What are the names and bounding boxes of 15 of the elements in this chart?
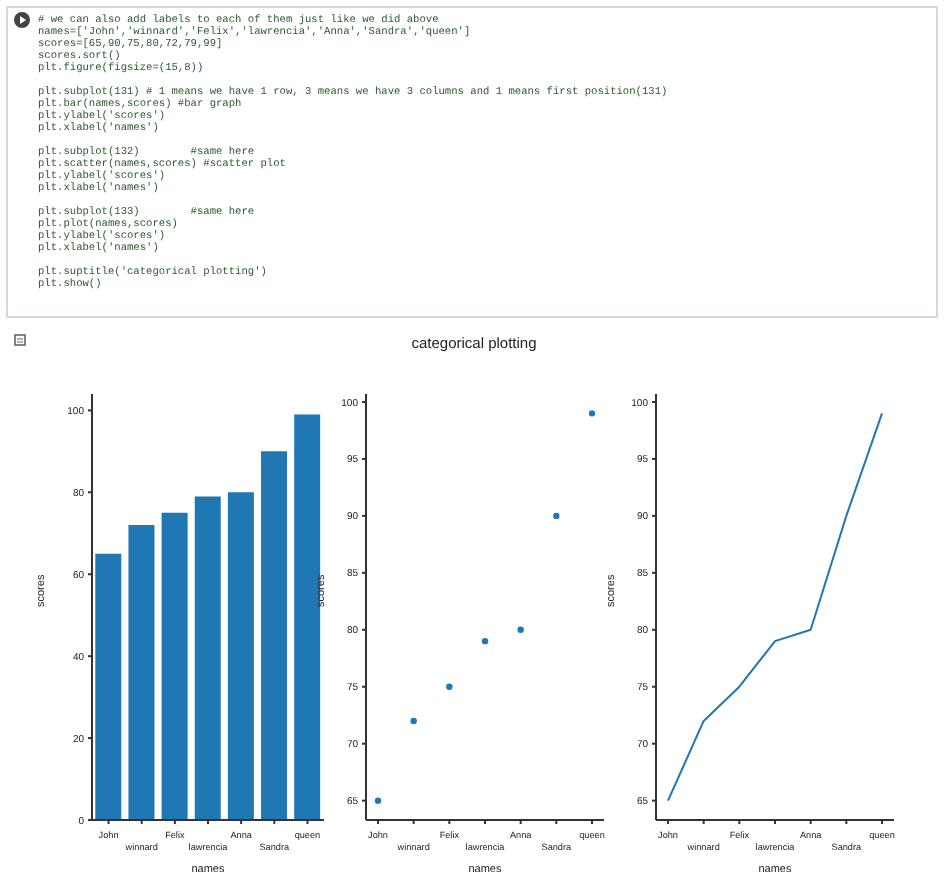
bar: [128, 525, 155, 820]
bar: [227, 492, 254, 820]
point: [374, 797, 382, 804]
bar: [95, 553, 122, 820]
point: [553, 512, 560, 520]
point: [481, 637, 489, 645]
bar: [294, 414, 321, 820]
bar: [261, 451, 288, 820]
bar: [194, 496, 221, 820]
point: [517, 626, 524, 633]
bar: [161, 512, 188, 820]
point: [446, 683, 453, 690]
point: [410, 717, 417, 725]
line-series: [667, 412, 883, 802]
point: [588, 410, 596, 417]
